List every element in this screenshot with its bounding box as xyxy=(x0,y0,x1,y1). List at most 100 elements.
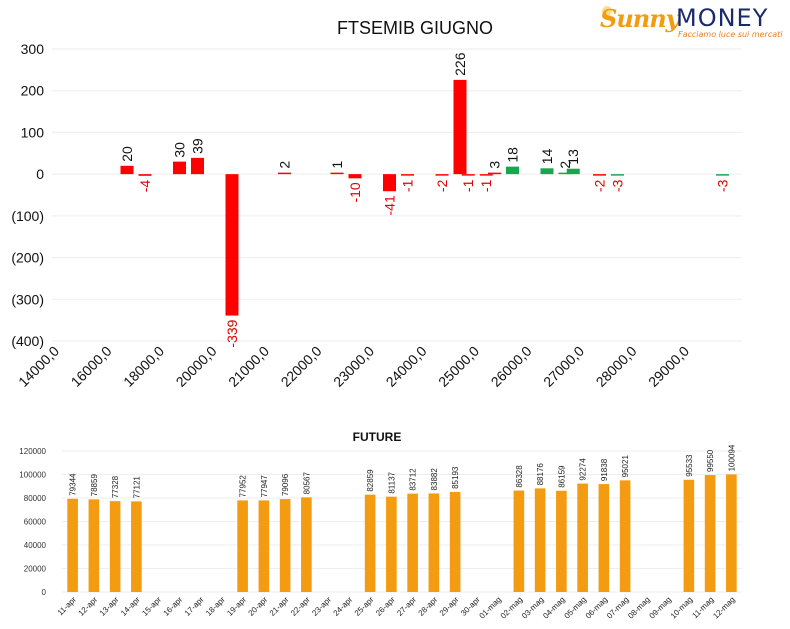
top-bar xyxy=(611,174,624,176)
top-bar xyxy=(488,172,501,175)
bottom-chart-title: FUTURE xyxy=(353,430,402,444)
top-bar-value-label: 20 xyxy=(119,146,135,162)
top-bar xyxy=(225,174,239,316)
future-bar-value-label: 80567 xyxy=(302,472,311,495)
future-bar xyxy=(88,499,100,592)
bottom-x-tick-label: 12-mag xyxy=(711,595,737,621)
top-x-tick-label: 14000,0 xyxy=(15,343,62,390)
future-bar xyxy=(598,484,610,592)
sun-icon xyxy=(602,6,612,16)
top-bar-value-label: -1 xyxy=(478,179,494,192)
future-bar xyxy=(364,494,376,592)
bottom-x-tick-label: 29-apr xyxy=(438,595,461,618)
bottom-x-tick-label: 18-apr xyxy=(204,595,227,618)
top-y-tick-label: 100 xyxy=(21,124,45,140)
bottom-x-tick-label: 25-apr xyxy=(353,595,376,618)
future-bar-value-label: 95533 xyxy=(685,454,694,477)
bottom-x-tick-label: 23-apr xyxy=(310,595,333,618)
top-chart-title: FTSEMIB GIUGNO xyxy=(337,18,493,38)
bottom-y-tick-label: 100000 xyxy=(19,471,46,480)
future-bar xyxy=(407,493,418,592)
bottom-y-tick-label: 40000 xyxy=(24,541,47,550)
top-bar-value-label: -2 xyxy=(434,179,450,192)
top-bar xyxy=(506,166,519,175)
top-y-tick-label: 0 xyxy=(36,166,44,182)
future-bar xyxy=(279,499,291,592)
top-y-tick-label: 200 xyxy=(21,83,45,99)
future-bar xyxy=(386,496,397,592)
bottom-x-tick-label: 21-apr xyxy=(268,595,291,618)
top-x-tick-label: 21000,0 xyxy=(225,343,272,390)
top-x-tick-label: 28000,0 xyxy=(593,343,640,390)
bottom-x-tick-label: 20-apr xyxy=(247,595,270,618)
future-bar-value-label: 85193 xyxy=(451,466,460,489)
top-bar xyxy=(558,172,572,175)
future-bar xyxy=(67,498,78,592)
future-bar xyxy=(513,490,525,592)
bottom-x-tick-label: 15-apr xyxy=(140,595,163,618)
future-bar xyxy=(301,497,312,592)
bottom-x-tick-label: 12-apr xyxy=(77,595,100,618)
top-x-tick-label: 22000,0 xyxy=(278,343,325,390)
future-bar-value-label: 79344 xyxy=(69,473,78,496)
future-bar-value-label: 95021 xyxy=(621,455,630,478)
bottom-y-tick-label: 120000 xyxy=(19,447,46,456)
future-bar-value-label: 86328 xyxy=(515,465,524,488)
bottom-y-tick-label: 80000 xyxy=(24,494,47,503)
top-chart: FTSEMIB GIUGNO 300 200 100 0 (100) (200) (300) (… xyxy=(11,18,742,390)
sunny-money-logo: Sunny MONEY Facciamo luce sui mercati xyxy=(600,4,783,44)
future-bar-value-label: 77121 xyxy=(132,476,141,499)
top-bar-value-label: -1 xyxy=(460,179,476,192)
top-bar xyxy=(348,174,362,179)
top-bar xyxy=(435,174,449,176)
future-bar xyxy=(449,491,461,592)
future-bar xyxy=(704,475,716,592)
bottom-x-tick-label: 28-apr xyxy=(417,595,440,618)
bottom-x-tick-label: 19-apr xyxy=(225,595,248,618)
bottom-x-tick-label: 05-mag xyxy=(562,595,588,621)
bottom-x-tick-label: 07-mag xyxy=(605,595,631,621)
top-bar-value-label: 39 xyxy=(190,138,206,154)
bottom-chart: FUTURE 0 20000 40000 60000 80000 100000 120000 7… xyxy=(19,430,742,621)
bottom-x-tick-label: 14-apr xyxy=(119,595,142,618)
bottom-y-tick-label: 20000 xyxy=(24,565,47,574)
top-bar xyxy=(479,174,493,176)
logo-brand-part1: Sunny xyxy=(600,4,680,33)
top-x-tick-label: 24000,0 xyxy=(383,343,430,390)
future-bar-value-label: 83712 xyxy=(409,468,418,491)
top-bar-value-label: -339 xyxy=(224,319,240,347)
bottom-x-tick-label: 13-apr xyxy=(98,595,121,618)
top-bar-value-label: -3 xyxy=(715,179,731,192)
future-bar-value-label: 88176 xyxy=(536,463,545,486)
bottom-x-tick-label: 08-mag xyxy=(626,595,652,621)
future-bar-value-label: 83882 xyxy=(430,468,439,491)
top-y-tick-label: (100) xyxy=(11,208,44,224)
top-x-tick-label: 18000,0 xyxy=(120,343,167,390)
top-x-tick-label: 16000,0 xyxy=(68,343,115,390)
top-bar xyxy=(716,174,729,176)
top-x-tick-label: 29000,0 xyxy=(645,343,692,390)
bottom-x-tick-label: 16-apr xyxy=(162,595,185,618)
future-bar xyxy=(556,490,567,592)
bottom-x-tick-label: 22-apr xyxy=(289,595,312,618)
bottom-x-tick-label: 03-mag xyxy=(520,595,546,621)
logo-brand-part2: MONEY xyxy=(676,4,769,32)
logo-tagline: Facciamo luce sui mercati xyxy=(678,30,783,39)
future-bar-value-label: 79096 xyxy=(281,473,290,496)
future-bar-value-label: 91838 xyxy=(600,458,609,481)
future-bar-value-label: 82859 xyxy=(366,469,375,492)
top-y-tick-label: 300 xyxy=(21,41,45,57)
top-bar-value-label: 30 xyxy=(172,142,188,158)
top-bar xyxy=(461,174,475,176)
bottom-x-tick-label: 24-apr xyxy=(332,595,355,618)
top-bar xyxy=(138,174,152,176)
top-y-tick-label: (300) xyxy=(11,291,44,307)
bottom-x-tick-label: 17-apr xyxy=(183,595,206,618)
top-bar-value-label: -3 xyxy=(610,179,626,192)
future-bar xyxy=(237,500,248,592)
future-bar-value-label: 99550 xyxy=(706,449,715,472)
top-bar-value-label: 2 xyxy=(277,161,293,169)
future-bar-value-label: 92274 xyxy=(579,458,588,481)
top-bar-value-label: 2 xyxy=(557,161,573,169)
